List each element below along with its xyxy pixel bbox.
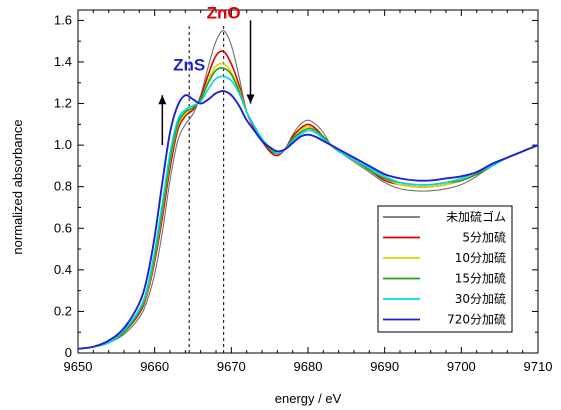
x-tick-label: 9690 [370, 359, 399, 374]
series-line-5 [77, 90, 539, 350]
y-tick-label: 0.2 [54, 303, 72, 318]
x-tick-label: 9710 [524, 359, 553, 374]
arrow-head-down [246, 94, 255, 104]
x-tick-label: 9680 [294, 359, 323, 374]
arrow-head-up [158, 95, 167, 105]
x-tick-label: 9650 [64, 359, 93, 374]
y-tick-label: 0.6 [54, 220, 72, 235]
y-tick-label: 0 [65, 345, 72, 360]
legend-label-5: 720分加硫 [447, 312, 506, 327]
y-tick-label: 1.0 [54, 137, 72, 152]
arrows [158, 20, 255, 146]
legend-label-0: 未加硫ゴム [446, 209, 506, 224]
legend-box [377, 205, 513, 333]
y-axis-label: normalized absorbance [10, 119, 25, 254]
x-axis-label: energy / eV [275, 391, 342, 406]
y-tick-label: 1.6 [54, 12, 72, 27]
y-tick-label: 1.2 [54, 96, 72, 111]
y-tick-label: 1.4 [54, 54, 72, 69]
data-series [77, 30, 539, 350]
legend-label-3: 15分加硫 [455, 271, 506, 286]
legend-label-2: 10分加硫 [455, 250, 506, 265]
y-axis: 0 0.2 0.4 0.6 0.8 1.0 1.2 1.4 1.6 [54, 12, 538, 360]
x-tick-label: 9700 [447, 359, 476, 374]
legend: 未加硫ゴム 5分加硫 10分加硫 15分加硫 30分加硫 720分加硫 [377, 205, 513, 333]
annotation-zno: ZnO [207, 3, 241, 22]
legend-label-1: 5分加硫 [462, 230, 506, 245]
y-tick-label: 0.4 [54, 262, 72, 277]
x-tick-label: 9660 [140, 359, 169, 374]
reference-lines [188, 24, 225, 353]
y-tick-label: 0.8 [54, 179, 72, 194]
x-tick-label: 9670 [217, 359, 246, 374]
annotations: ZnO ZnS [173, 3, 241, 74]
series-line-4 [77, 75, 539, 350]
x-axis: 9650 9660 9670 9680 9690 9700 9710 [64, 10, 553, 374]
legend-label-4: 30分加硫 [455, 291, 506, 306]
annotation-zns: ZnS [173, 55, 205, 74]
